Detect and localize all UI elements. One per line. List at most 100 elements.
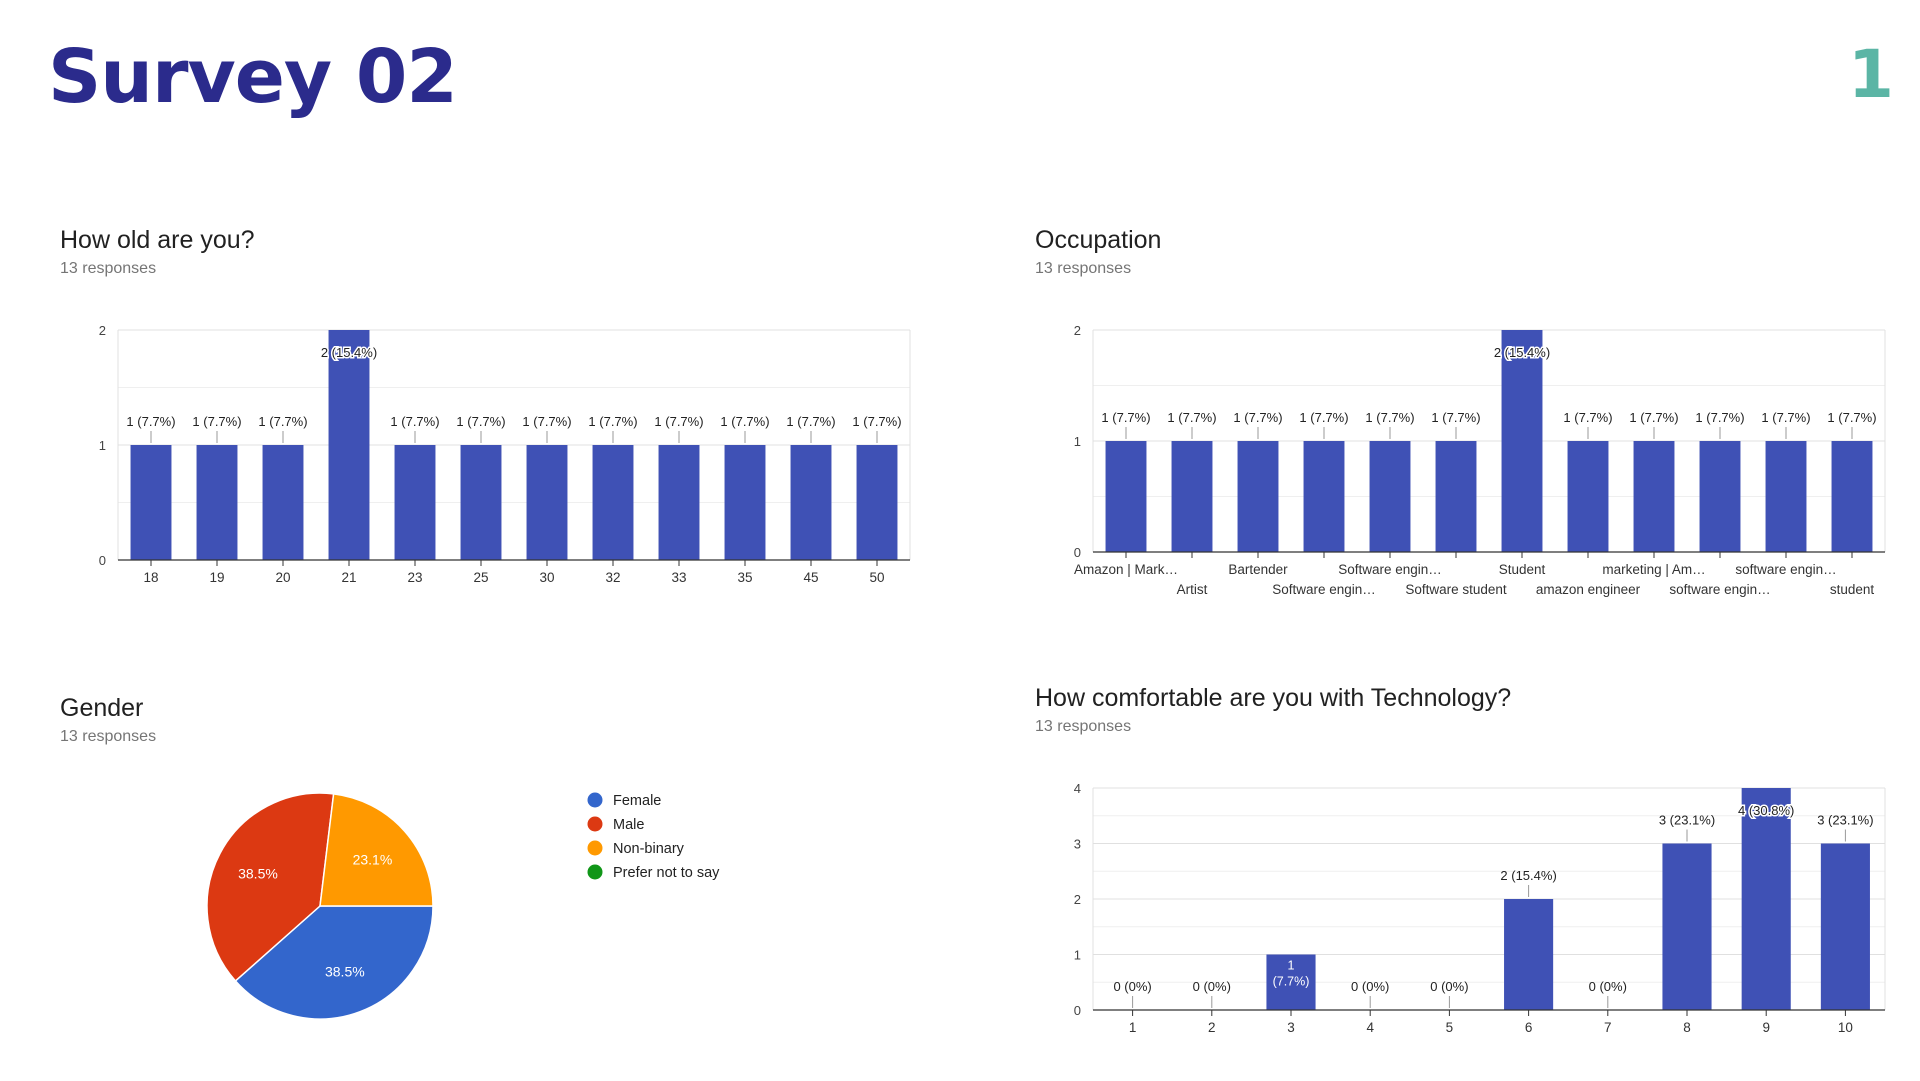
legend-label: Non-binary	[613, 841, 685, 857]
x-tick-label: 23	[407, 570, 422, 585]
data-label: 0 (0%)	[1113, 979, 1151, 994]
bar	[1633, 441, 1675, 552]
x-tick-label: 4	[1366, 1020, 1374, 1035]
x-tick-label: 7	[1604, 1020, 1612, 1035]
bar	[1435, 441, 1477, 552]
x-tick-label: 50	[869, 570, 884, 585]
occupation-chart-title: Occupation	[1035, 226, 1162, 254]
data-label: 1 (7.7%)	[1167, 410, 1216, 425]
legend-marker	[587, 864, 603, 880]
bar	[1237, 441, 1279, 552]
data-label: 1 (7.7%)	[1233, 410, 1282, 425]
bar	[1699, 441, 1741, 552]
data-label: 1 (7.7%)	[1101, 410, 1150, 425]
data-label: 1 (7.7%)	[1563, 410, 1612, 425]
data-label: 1 (7.7%)	[1299, 410, 1348, 425]
legend-label: Female	[613, 793, 661, 809]
bar	[1820, 843, 1870, 1010]
bar	[1662, 843, 1712, 1010]
data-label: 1 (7.7%)	[654, 414, 703, 429]
x-tick-label: 20	[275, 570, 290, 585]
data-label: 0 (0%)	[1589, 979, 1627, 994]
y-tick-label: 2	[99, 323, 106, 338]
data-label: 1 (7.7%)	[1761, 410, 1810, 425]
bar	[856, 445, 898, 560]
x-tick-label: 19	[209, 570, 224, 585]
data-label: 1 (7.7%)	[1365, 410, 1414, 425]
y-tick-label: 0	[99, 553, 106, 568]
pie-slice	[234, 905, 434, 1020]
data-label: 1 (7.7%)	[390, 414, 439, 429]
x-tick-label: student	[1830, 582, 1875, 597]
data-label: 2 (15.4%)	[321, 345, 377, 360]
legend-marker	[587, 792, 603, 808]
y-tick-label: 1	[99, 438, 106, 453]
gender-chart-title: Gender	[60, 694, 144, 722]
x-tick-label: 21	[341, 570, 356, 585]
y-tick-label: 3	[1074, 837, 1081, 852]
technology-bar-chart: 0 1 2 3 4 0 (0%) 0 (0%) 1 (7.7%) 0 (0%) 0 (0%) 2 (1…	[1074, 781, 1886, 1035]
x-tick-label: Amazon | Mark…	[1074, 562, 1178, 577]
bar	[1504, 899, 1554, 1010]
bar	[1765, 441, 1807, 552]
legend-marker	[587, 816, 603, 832]
bar	[262, 445, 304, 560]
x-tick-label: 9	[1762, 1020, 1770, 1035]
legend-label: Male	[613, 817, 644, 833]
bar	[460, 445, 502, 560]
gender-chart-subtitle: 13 responses	[60, 728, 157, 745]
slide-page-number: 1	[1848, 36, 1894, 113]
data-label: 1 (7.7%)	[1827, 410, 1876, 425]
data-label: 1 (7.7%)	[588, 414, 637, 429]
bar	[196, 445, 238, 560]
data-label: 1 (7.7%)	[456, 414, 505, 429]
technology-chart-panel: How comfortable are you with Technology?…	[1035, 684, 1895, 1044]
x-tick-label: software engin…	[1735, 562, 1836, 577]
x-tick-label: 2	[1208, 1020, 1216, 1035]
x-tick-label: marketing | Am…	[1602, 562, 1705, 577]
bar	[328, 330, 370, 560]
data-label: 1 (7.7%)	[1431, 410, 1480, 425]
bar	[1105, 441, 1147, 552]
bar	[1369, 441, 1411, 552]
technology-chart-title: How comfortable are you with Technology?	[1035, 684, 1512, 712]
x-tick-label: 3	[1287, 1020, 1295, 1035]
x-tick-label: 5	[1446, 1020, 1454, 1035]
bar	[130, 445, 172, 560]
bar	[658, 445, 700, 560]
gender-pie-chart: 38.5% 38.5% 23.1% Female Male Non-binary Prefe…	[206, 792, 720, 1020]
technology-chart-subtitle: 13 responses	[1035, 718, 1132, 735]
data-label: 2 (15.4%)	[1494, 345, 1550, 360]
data-label: 1 (7.7%)	[522, 414, 571, 429]
bar	[1501, 330, 1543, 552]
legend-marker	[587, 840, 603, 856]
age-chart-panel: How old are you? 13 responses 0 1 2 1 (7.7%…	[60, 226, 920, 586]
data-label: 1 (7.7%)	[192, 414, 241, 429]
age-bar-chart: 0 1 2 1 (7.7%) 1 (7.7%) 1 (7.7%) 2 (15.4%) 1 (7…	[99, 323, 911, 585]
bar	[1303, 441, 1345, 552]
pie-slice-label: 23.1%	[353, 852, 393, 868]
data-label: 1 (7.7%)	[1629, 410, 1678, 425]
x-tick-label: Artist	[1177, 582, 1208, 597]
data-label: 3 (23.1%)	[1817, 813, 1873, 828]
bar	[394, 445, 436, 560]
data-label: 1	[1288, 959, 1295, 973]
age-chart-title: How old are you?	[60, 226, 255, 254]
bar	[1831, 441, 1873, 552]
slide-title: Survey 02	[48, 34, 458, 120]
x-tick-label: 45	[803, 570, 818, 585]
y-tick-label: 1	[1074, 434, 1081, 449]
x-tick-label: 10	[1838, 1020, 1853, 1035]
x-tick-label: 18	[143, 570, 158, 585]
occupation-bar-chart: 0 1 2 1 (7.7%) 1 (7.7%) 1 (7.7%) 1 (7.7%) 1 (7.…	[1074, 323, 1886, 597]
legend-label: Prefer not to say	[613, 865, 720, 881]
x-tick-label: Student	[1499, 562, 1546, 577]
bar	[592, 445, 634, 560]
data-label: 1 (7.7%)	[720, 414, 769, 429]
y-tick-label: 1	[1074, 948, 1081, 963]
data-label: 1 (7.7%)	[786, 414, 835, 429]
bar	[1741, 788, 1791, 1010]
pie-slice-label: 38.5%	[238, 865, 278, 881]
x-tick-label: 1	[1129, 1020, 1137, 1035]
data-label: 0 (0%)	[1193, 979, 1231, 994]
